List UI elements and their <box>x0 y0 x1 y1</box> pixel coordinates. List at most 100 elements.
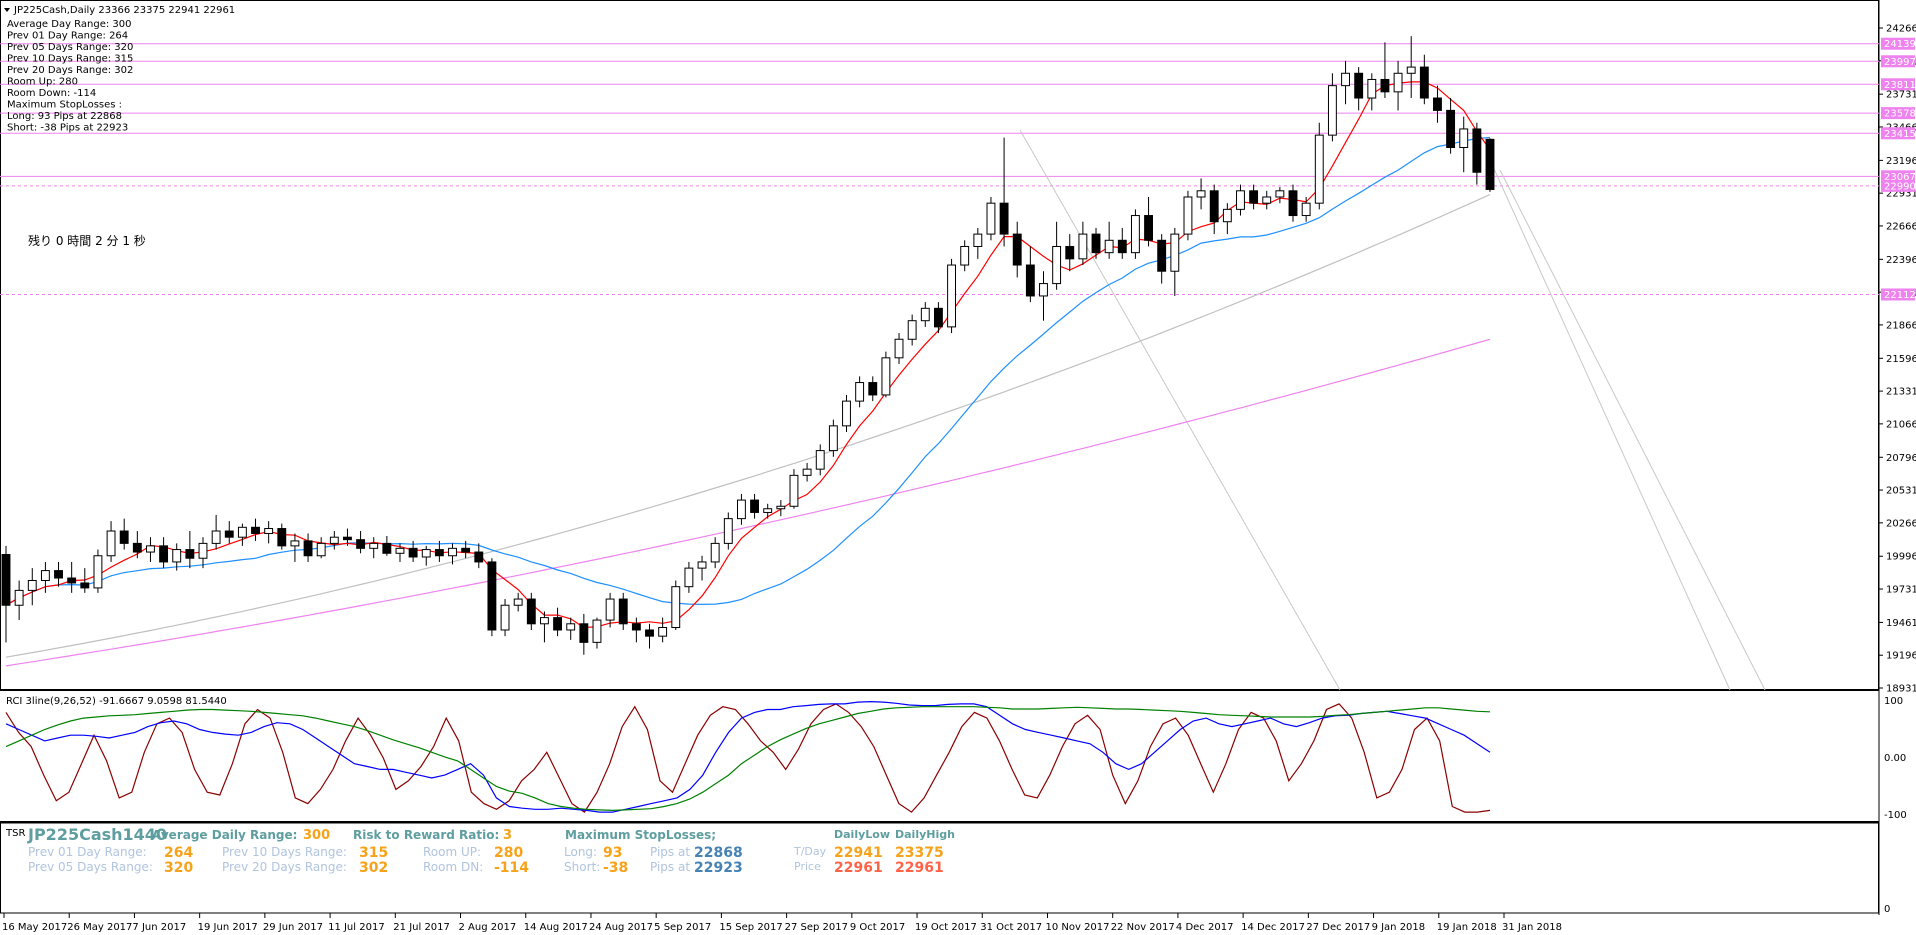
candle-body <box>146 545 155 553</box>
price-tick-label: 21596 <box>1886 354 1916 365</box>
date-label: 22 Nov 2017 <box>1111 922 1175 933</box>
tsr-zero-tick: 0 <box>1884 904 1890 915</box>
rci-label: RCI 3line(9,26,52) -91.6667 9.0598 81.54… <box>6 696 227 707</box>
tsr-dl-header: DailyLow <box>834 828 890 841</box>
candle-body <box>224 530 234 538</box>
candle-body <box>1327 85 1337 136</box>
candle-body <box>329 536 339 544</box>
candle-body <box>960 245 970 266</box>
candle-body <box>842 400 851 427</box>
date-label: 26 May 2017 <box>67 922 132 933</box>
candle-body <box>119 530 129 544</box>
candle-body <box>132 542 142 553</box>
candle-body <box>1 554 11 606</box>
candle-body <box>1288 190 1298 217</box>
level-tag-bg <box>1881 170 1915 183</box>
candle-body <box>448 547 457 557</box>
info-line: Room Up: 280 <box>7 77 78 88</box>
tsr-short-value: -38 <box>603 860 628 876</box>
level-tag-bg <box>1881 127 1915 140</box>
candle-body <box>999 202 1009 235</box>
tsr-symbol: JP225Cash1440 <box>27 825 167 844</box>
ma-25-line <box>5 136 1491 606</box>
candle-body <box>14 589 24 606</box>
candle-body <box>1485 138 1495 190</box>
candle-body <box>1183 196 1193 235</box>
candle-body <box>1314 134 1324 204</box>
date-label: 14 Aug 2017 <box>524 922 588 933</box>
main-panel-frame <box>0 0 1879 690</box>
price-tick-label: 24266 <box>1886 24 1916 35</box>
date-label: 31 Oct 2017 <box>980 922 1042 933</box>
candle-body <box>671 586 681 629</box>
price-tick-label: 20796 <box>1886 453 1916 464</box>
tsr-long-price: 22868 <box>694 845 743 861</box>
candle-body <box>1130 215 1140 254</box>
date-label: 19 Jan 2018 <box>1437 922 1497 933</box>
candle-body <box>106 530 116 557</box>
date-label: 2 Aug 2017 <box>459 922 517 933</box>
candle-body <box>947 264 956 328</box>
level-tag-bg <box>1881 37 1915 50</box>
rci-tick-0: 0.00 <box>1884 753 1906 764</box>
candle-body <box>40 570 50 581</box>
candle-body <box>815 450 825 470</box>
date-label: 7 Jun 2017 <box>132 922 186 933</box>
tsr-pipsat-label: Pips at <box>650 845 690 859</box>
info-line: Prev 20 Days Range: 302 <box>7 65 133 76</box>
candle-body <box>251 526 260 534</box>
candle-body <box>67 577 77 584</box>
date-label: 9 Oct 2017 <box>850 922 905 933</box>
level-tag-bg <box>1881 179 1915 192</box>
candle-body <box>1039 283 1048 297</box>
candle-body <box>211 530 221 544</box>
candle-body <box>54 570 63 579</box>
candle-body <box>1301 202 1311 217</box>
tsr-prev05-value: 320 <box>164 860 193 876</box>
candle-body <box>894 338 904 359</box>
candle-body <box>27 579 37 591</box>
candle-body <box>1406 66 1416 74</box>
ma-200-line <box>5 338 1491 667</box>
candle-body <box>461 547 471 553</box>
candle-body <box>789 474 799 507</box>
candle-body <box>500 604 510 631</box>
candle-body <box>1249 190 1259 204</box>
candle-body <box>1236 190 1245 210</box>
candle-body <box>172 549 182 563</box>
date-label: 15 Sep 2017 <box>719 922 782 933</box>
level-tag-label: 23415 <box>1884 129 1916 140</box>
info-line: Prev 05 Days Range: 320 <box>7 42 133 53</box>
candle-body <box>1170 233 1180 272</box>
tsr-avg-value: 300 <box>303 828 330 843</box>
candle-body <box>618 598 628 625</box>
tsr-prev10-value: 315 <box>359 845 388 861</box>
info-line: Prev 01 Day Range: 264 <box>7 31 128 42</box>
tsr-avg-label: Average Daily Range: <box>152 828 297 842</box>
tsr-roomup-value: 280 <box>494 845 523 861</box>
level-tag-label: 23997 <box>1884 57 1916 68</box>
price-tick-label: 20531 <box>1886 486 1916 497</box>
price-tick-label: 20266 <box>1886 518 1916 529</box>
candle-body <box>736 499 746 520</box>
candle-body <box>868 382 878 396</box>
candle-body <box>1446 109 1456 149</box>
price-tick-label: 19461 <box>1886 618 1916 629</box>
info-lines: Average Day Range: 300 Prev 01 Day Range… <box>7 19 133 134</box>
tsr-prev05-label: Prev 05 Days Range: <box>28 860 153 874</box>
tsr-tday-high: 23375 <box>895 845 944 861</box>
candle-body <box>973 233 983 247</box>
candle-body <box>1222 208 1232 223</box>
candle-body <box>658 627 668 637</box>
candle-body <box>776 505 786 510</box>
candle-body <box>369 542 379 549</box>
candle-body <box>710 542 720 563</box>
candle-body <box>1196 190 1206 198</box>
collapse-triangle-icon[interactable] <box>4 8 10 12</box>
candle-body <box>185 549 195 559</box>
countdown-timer: 残り 0 時間 2 分 1 秒 <box>28 234 146 248</box>
tsr-price-high: 22961 <box>895 860 944 876</box>
candle-body <box>1065 245 1075 260</box>
tsr-panel: TSR JP225Cash1440 Average Daily Range: 3… <box>5 825 955 876</box>
tsr-roomup-label: Room UP: <box>423 845 481 859</box>
